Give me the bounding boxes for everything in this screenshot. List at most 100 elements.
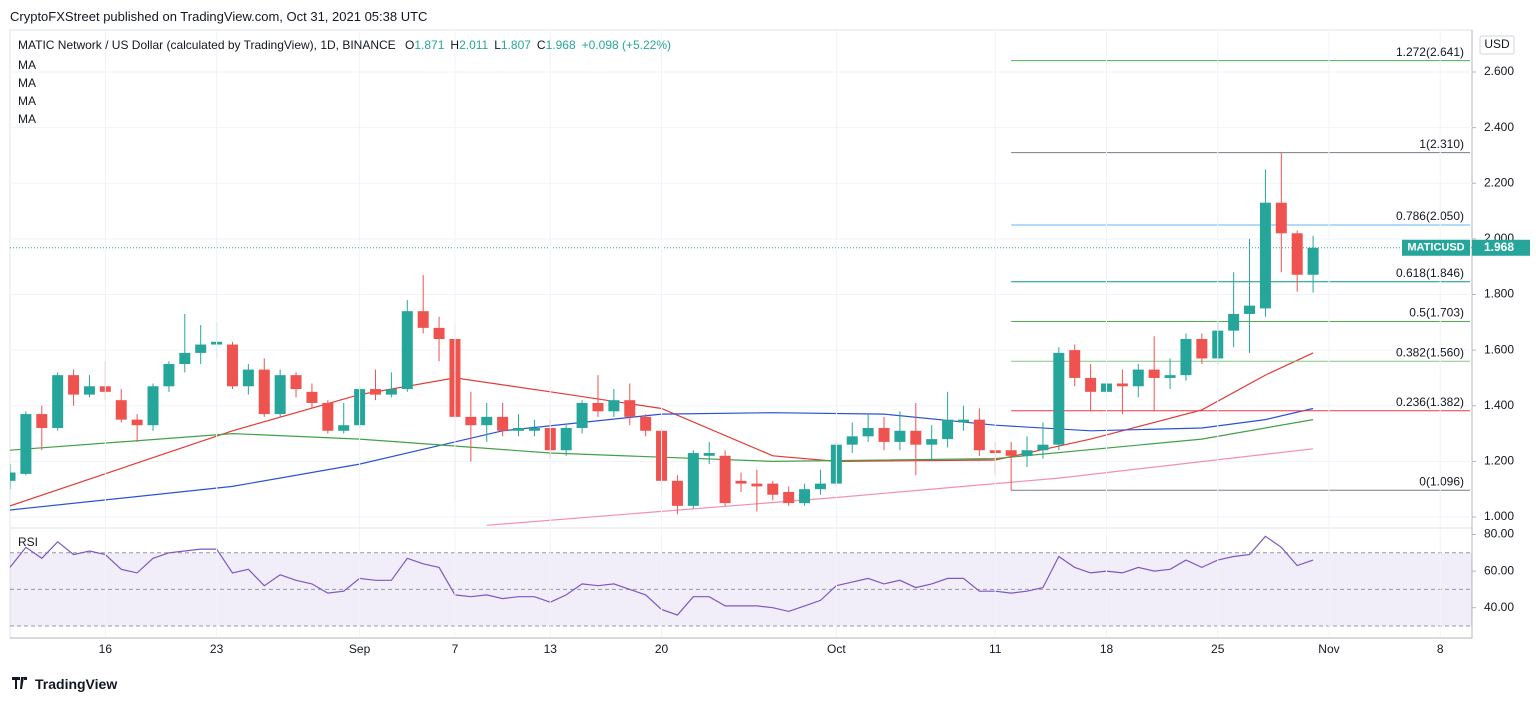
ma-label: MA [18,112,36,126]
candle-body [783,491,795,504]
y-tick-label: 40.00 [1484,600,1514,614]
candle-body [528,427,540,431]
candle-body [1053,352,1065,445]
x-tick-label: 13 [544,642,558,656]
candle-body [576,402,588,428]
candle-body [401,311,413,390]
x-tick-label: Nov [1318,642,1339,656]
pane-frame [9,29,1473,639]
axes: 16 23 Sep 7 13 20 Oct 11 18 25 Nov 8 1.000 1.200 1.400… [99,30,1530,656]
currency-box[interactable] [1479,35,1515,55]
candle-body [163,364,175,387]
candle-body [68,375,80,395]
ma-label: MA [18,94,36,108]
candle-body [226,344,238,387]
currency: USD [1484,37,1510,51]
ohlc-key: O [405,38,415,52]
x-tick-label: 8 [1437,642,1444,656]
legend: MATIC Network / US Dollar (calculated by… [18,38,671,52]
y-tick-label: 2.200 [1484,175,1514,189]
candle-body [1005,450,1017,456]
symbol-title: MATIC Network / US Dollar (calculated by… [18,38,396,52]
brand: TradingView [35,676,118,692]
fib-label: 0.786(2.050) [1396,209,1464,223]
x-tick-label: 11 [989,642,1002,656]
candle-body [719,455,731,504]
candle-body [846,436,858,445]
candle-body [910,430,922,445]
fib-label: 0.5(1.703) [1409,306,1464,320]
candle-body [1275,202,1287,234]
y-tick-label: 2.400 [1484,120,1514,134]
candle-body [894,430,906,442]
candle-body [481,416,493,426]
candle-body [767,483,779,495]
candle-body [1132,369,1144,387]
y-tick-label: 1.800 [1484,287,1514,301]
candle-body [370,389,381,395]
tv-logo [12,677,27,689]
candle-body [942,419,954,440]
candle-body [1259,202,1271,309]
candle-body [608,400,620,412]
y-tick-label: 2.600 [1484,64,1514,78]
candle-body [306,391,318,403]
candle-body [671,480,683,506]
rsi-pane [10,535,1472,627]
candle-body [1228,313,1240,331]
candle-body [735,480,747,484]
fib-label: 0.382(1.560) [1396,345,1464,359]
candle-body [957,419,969,423]
price-tag [1472,239,1530,256]
candle-body [290,375,302,390]
candle-body [703,453,715,456]
price-pane: 1.272(2.641) 1(2.310) 0.786(2.050) 0.618(1.… [10,45,1472,526]
x-tick-label: 20 [655,642,669,656]
y-tick-label: 1.600 [1484,342,1514,356]
candle-body [640,416,652,431]
candle-body [465,416,477,426]
publisher: CryptoFXStreet published on TradingView.… [10,9,428,24]
candle-body [624,400,636,417]
candle-body [385,389,397,395]
candle-body [497,416,509,431]
candle-body [878,427,890,442]
candle-body [1069,350,1081,378]
fib-label: 1(2.310) [1419,137,1464,151]
candle-body [1180,338,1192,376]
candle-body [52,375,64,428]
y-tick-label: 80.00 [1484,527,1514,541]
y-tick-label: 1.000 [1484,509,1514,523]
candle-body [115,400,127,420]
ohlc-value: 1.871 [414,38,445,52]
fib-label: 0(1.096) [1419,474,1464,488]
ohlc-value: 2.011 [459,38,489,52]
candle-body [274,375,286,415]
candle-body [10,472,16,481]
candle-body [195,344,207,353]
ohlc-value: 1.807 [500,38,531,52]
candle-body [83,386,95,395]
candle-body [1037,444,1049,451]
ohlc-key: L [494,38,501,52]
candle-body [1307,247,1319,275]
fib-label: 0.236(1.382) [1396,395,1464,409]
candle-body [1291,233,1303,275]
candle-body [1085,377,1097,392]
candle-body [179,352,191,365]
ohlc-key: H [450,38,460,52]
x-tick-label: 18 [1100,642,1114,656]
candle-body [751,483,763,487]
y-tick-label: 1.200 [1484,454,1514,468]
ma-labels: MA MA MA MA [18,56,36,128]
x-tick-label: Sep [349,642,371,656]
fib-label: 1.272(2.641) [1396,45,1464,59]
candle-body [862,427,874,437]
candle-body [560,427,572,451]
candle-body [36,414,48,428]
candle-body [973,419,985,451]
price-tag-label: 1.968 [1484,240,1514,254]
rsi-label: RSI [18,535,39,549]
